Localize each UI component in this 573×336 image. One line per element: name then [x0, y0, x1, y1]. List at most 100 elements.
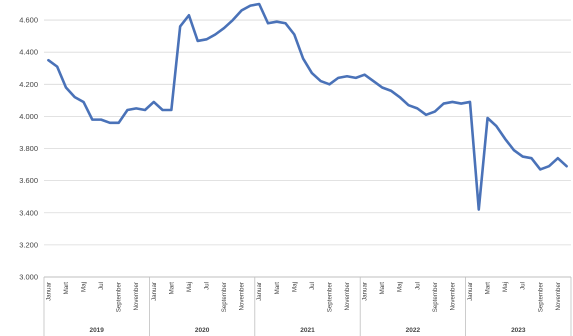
y-tick-label: 4.600	[19, 16, 38, 25]
x-tick-label: November	[344, 282, 351, 311]
x-tick-label: Jul	[309, 282, 316, 290]
x-tick-label: September	[537, 282, 544, 312]
data-point	[398, 96, 401, 99]
data-point	[434, 110, 437, 113]
data-point	[381, 86, 384, 89]
data-point	[91, 118, 94, 121]
x-tick-label: Mart	[63, 282, 70, 295]
data-point	[240, 9, 243, 12]
data-point	[144, 109, 147, 112]
x-tick-label: September	[221, 282, 228, 312]
data-point	[249, 4, 252, 7]
x-tick-label: September	[116, 282, 123, 312]
data-point	[328, 83, 331, 86]
x-tick-label: November	[133, 282, 140, 311]
data-point	[521, 155, 524, 158]
x-tick-label: Januar	[151, 282, 158, 301]
x-tick-label: Maj	[502, 282, 509, 292]
data-point	[65, 86, 68, 89]
data-point	[477, 208, 480, 211]
y-tick-label: 3.600	[19, 176, 38, 185]
data-point	[73, 96, 76, 99]
data-point	[363, 73, 366, 76]
data-point	[82, 101, 85, 104]
data-point	[346, 75, 349, 78]
y-axis-ticks: 3.000 3.200 3.400 3.600 3.800 4.000 4.200 4.400…	[19, 16, 38, 282]
data-point	[337, 77, 340, 80]
data-point	[302, 57, 305, 60]
data-point	[469, 101, 472, 104]
data-point	[548, 165, 551, 168]
data-point	[152, 101, 155, 104]
data-point	[232, 19, 235, 22]
series-layer	[47, 2, 568, 211]
data-point	[416, 107, 419, 110]
data-point	[223, 27, 226, 30]
data-point	[161, 109, 164, 112]
x-tick-label: Mart	[485, 282, 492, 295]
data-point	[117, 122, 120, 125]
data-point	[530, 157, 533, 160]
data-point	[539, 168, 542, 171]
data-point	[275, 20, 278, 23]
data-point	[293, 33, 296, 36]
data-point	[486, 117, 489, 120]
data-point	[258, 3, 261, 6]
data-point	[451, 101, 454, 104]
x-tick-label: Januar	[45, 282, 52, 301]
data-point	[557, 157, 560, 160]
data-point	[460, 102, 463, 105]
x-tick-label: Maj	[397, 282, 404, 292]
data-point	[425, 114, 428, 117]
x-tick-label: Mart	[168, 282, 175, 295]
series-line	[47, 2, 568, 211]
x-tick-label: Januar	[256, 282, 263, 301]
data-point	[188, 14, 191, 17]
data-point	[513, 149, 516, 152]
year-label: 2022	[406, 327, 421, 334]
y-tick-label: 3.400	[19, 208, 38, 217]
data-point	[390, 89, 393, 92]
data-point	[47, 59, 50, 62]
data-point	[504, 138, 507, 141]
data-point	[100, 118, 103, 121]
data-point	[56, 65, 59, 68]
data-point	[442, 102, 445, 105]
x-tick-label: Mart	[274, 282, 281, 295]
x-tick-label: Jul	[98, 282, 105, 290]
data-point	[205, 38, 208, 41]
data-point	[126, 109, 129, 112]
x-tick-label: Januar	[467, 282, 474, 301]
x-tick-label: November	[555, 282, 562, 311]
data-point	[355, 77, 358, 80]
year-label: 2020	[195, 327, 210, 334]
data-point	[214, 33, 217, 36]
y-tick-label: 4.400	[19, 48, 38, 57]
data-point	[495, 125, 498, 128]
data-point	[372, 80, 375, 83]
x-tick-label: September	[432, 282, 439, 312]
year-label: 2021	[300, 327, 315, 334]
data-point	[319, 80, 322, 83]
x-tick-label: Januar	[362, 282, 369, 301]
grid-lines	[44, 19, 571, 246]
data-point	[170, 109, 173, 112]
year-label: 2023	[511, 327, 526, 334]
data-point	[179, 25, 182, 28]
y-tick-label: 3.200	[19, 240, 38, 249]
x-tick-label: Maj	[291, 282, 298, 292]
data-point	[109, 122, 112, 125]
data-point	[311, 72, 314, 75]
data-point	[565, 165, 568, 168]
x-tick-label: Maj	[186, 282, 193, 292]
x-tick-label: September	[326, 282, 333, 312]
y-tick-label: 3.000	[19, 273, 38, 282]
x-tick-label: Jul	[414, 282, 421, 290]
x-tick-label: November	[239, 282, 246, 311]
x-axis-ticks: Januar Mart Maj Jul September November Januar M…	[43, 277, 572, 336]
data-point	[284, 22, 287, 25]
y-tick-label: 4.200	[19, 80, 38, 89]
y-tick-label: 3.800	[19, 144, 38, 153]
